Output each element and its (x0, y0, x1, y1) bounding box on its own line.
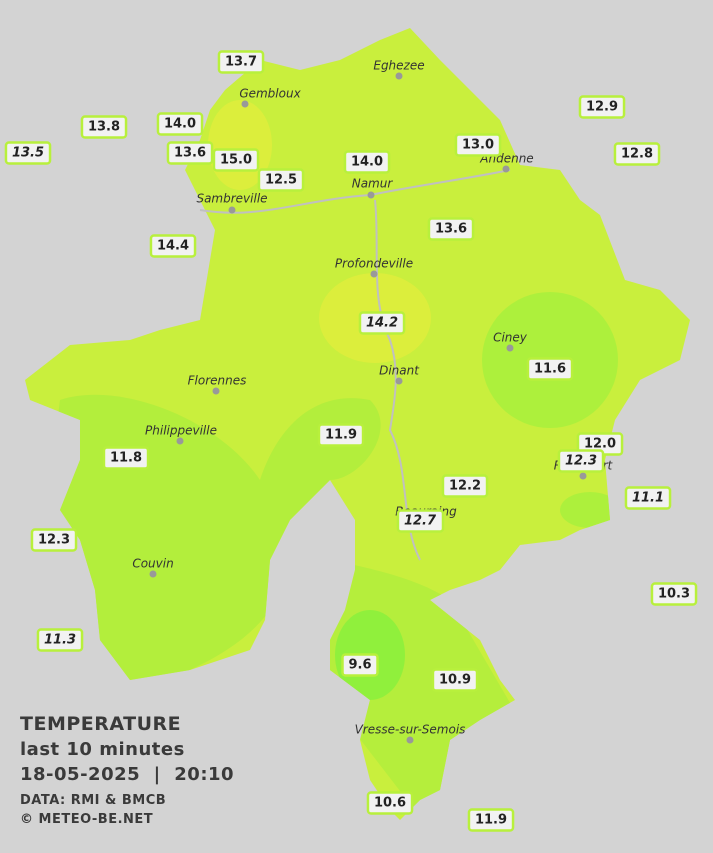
town-name: Vresse-sur-Semois (355, 723, 466, 737)
station-temp: 12.3 (38, 533, 70, 548)
caption-title: TEMPERATURE (20, 713, 181, 735)
town-name: Couvin (132, 557, 173, 571)
station-box (212, 148, 260, 172)
town-name: Florennes (188, 374, 247, 388)
station-box (441, 474, 489, 498)
station-temp: 11.8 (110, 451, 142, 466)
caption-datetime: 18-05-2025 | 20:10 (20, 764, 234, 785)
station-box (343, 150, 391, 174)
station-box (427, 217, 475, 241)
station-box (578, 95, 626, 119)
station-temp: 13.8 (88, 120, 120, 135)
town-dot (506, 344, 514, 352)
station-temp: 12.8 (621, 147, 653, 162)
station-temp: 10.6 (374, 796, 406, 811)
station-box (156, 112, 204, 136)
station-temp: 11.1 (632, 491, 664, 506)
caption-subtitle: last 10 minutes (20, 739, 185, 760)
town-name: Eghezee (373, 59, 424, 73)
station-box (341, 653, 379, 677)
station-box (4, 141, 52, 165)
town-dot (579, 472, 587, 480)
station-temp: 13.0 (462, 138, 494, 153)
station-temp: 12.3 (565, 454, 597, 469)
station-temp: 12.2 (449, 479, 481, 494)
station-temp: 14.2 (366, 316, 398, 331)
station-box (366, 791, 414, 815)
station-box (431, 668, 479, 692)
station-temp: 11.6 (534, 362, 566, 377)
caption: TEMPERATURE last 10 minutes 18-05-2025 |… (20, 713, 234, 827)
station-box (650, 582, 698, 606)
town-dot (395, 377, 403, 385)
town-name: Philippeville (145, 424, 217, 438)
station-box (257, 168, 305, 192)
station-temp: 13.7 (225, 55, 257, 70)
station-box (467, 808, 515, 832)
station-box (30, 528, 78, 552)
station-box (454, 133, 502, 157)
station-box (149, 234, 197, 258)
station-temp: 14.0 (351, 155, 383, 170)
station-temp: 14.4 (157, 239, 189, 254)
town-dot (176, 437, 184, 445)
station-temp: 14.0 (164, 117, 196, 132)
station-box (396, 509, 445, 533)
town-name: Namur (352, 177, 394, 191)
town-name: Ciney (493, 331, 528, 345)
town-dot (502, 165, 510, 173)
station-box (36, 628, 84, 652)
station-box (613, 142, 661, 166)
station-temp: 15.0 (220, 153, 252, 168)
station-temp: 12.9 (586, 100, 618, 115)
station-temp: 10.9 (439, 673, 471, 688)
town-dot (370, 270, 378, 278)
town-dot (228, 206, 236, 214)
town-dot (241, 100, 249, 108)
town-name: Dinant (379, 364, 420, 378)
caption-source: DATA: RMI & BMCB (20, 793, 166, 808)
station-temp: 13.5 (12, 146, 44, 161)
town-dot (406, 736, 414, 744)
town-dot (212, 387, 220, 395)
town-name: Profondeville (335, 257, 413, 271)
station-box (166, 141, 214, 165)
station-box (526, 357, 574, 381)
town-name: Gembloux (239, 87, 301, 101)
town-dot (149, 570, 157, 578)
station-temp: 10.3 (658, 587, 690, 602)
station-box (557, 449, 605, 473)
station-temp: 9.6 (348, 658, 371, 673)
station-box (217, 50, 265, 74)
station-temp: 13.6 (174, 146, 206, 161)
town-dot (395, 72, 403, 80)
station-temp: 12.0 (584, 437, 616, 452)
station-temp: 12.7 (404, 514, 437, 529)
station-temp: 13.6 (435, 222, 467, 237)
town-dot (367, 191, 375, 199)
caption-copyright: © METEO-BE.NET (20, 812, 153, 827)
station-temp: 11.3 (44, 633, 76, 648)
station-temp: 12.5 (265, 173, 297, 188)
station-box (102, 446, 150, 470)
town-name: Sambreville (196, 192, 267, 206)
station-temp: 11.9 (475, 813, 507, 828)
station-temp: 11.9 (325, 428, 357, 443)
station-box (624, 486, 672, 510)
station-box (317, 423, 365, 447)
station-box (80, 115, 128, 139)
station-box (358, 311, 406, 335)
